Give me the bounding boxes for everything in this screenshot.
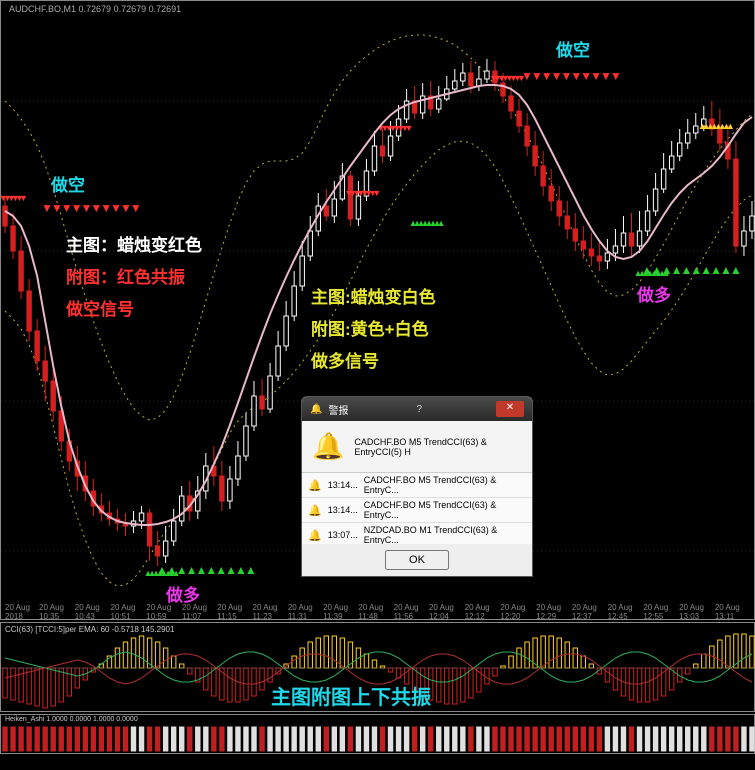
xaxis-tick: 20 Aug 11:31: [288, 603, 323, 617]
indicator-2[interactable]: Heiken_Ashi 1.0000 0.0000 1.0000 0.0000: [0, 714, 755, 754]
ind1-text: 主图附图上下共振: [271, 681, 431, 710]
alert-msg: CADCHF.BO M5 TrendCCI(63) & EntryC...: [364, 475, 526, 495]
up-arrows-1: ▲▲▲▲▲▲▲▲▲▲: [156, 563, 255, 577]
xaxis-tick: 20 Aug 12:37: [572, 603, 608, 617]
bell-icon: 🔔: [308, 504, 322, 517]
down-arrows-2: ▼▼▼▼▼▼▼▼▼▼: [521, 69, 620, 83]
alert-time: 13:14...: [328, 505, 358, 515]
bell-icon: 🔔: [308, 529, 322, 542]
sub-yw-text: 附图:黄色+白色: [311, 315, 429, 340]
xaxis-tick: 20 Aug 11:56: [394, 603, 429, 617]
main-chart[interactable]: AUDCHF.BO,M1 0.72679 0.72679 0.72691 ▼▼▼…: [0, 0, 755, 620]
main-white-text: 主图:蜡烛变白色: [311, 283, 436, 308]
long-label-2: 做多: [637, 281, 671, 306]
down-arrows-1: ▼▼▼▼▼▼▼▼▼▼: [41, 201, 140, 215]
alert-main-msg: CADCHF.BO M5 TrendCCI(63) & EntryCCI(5) …: [354, 437, 522, 457]
symbol-label: AUDCHF.BO,M1: [9, 4, 76, 14]
xaxis-tick: 20 Aug 11:48: [358, 603, 393, 617]
alert-row[interactable]: 🔔 13:14... CADCHF.BO M5 TrendCCI(63) & Ent…: [302, 498, 532, 523]
xaxis-tick: 20 Aug 11:15: [217, 603, 252, 617]
indicator-1[interactable]: CCI(63) [TCCI:5]per EMA: 60 -0.5718 145.…: [0, 622, 755, 712]
sig-long-text: 做多信号: [311, 347, 379, 372]
xaxis-tick: 20 Aug 10:35: [39, 603, 75, 617]
chart-header: AUDCHF.BO,M1 0.72679 0.72679 0.72691: [9, 4, 181, 14]
alert-time: 13:14...: [328, 480, 358, 490]
close-button[interactable]: ✕: [496, 401, 524, 417]
alert-dialog[interactable]: 🔔 警报 ? ✕ 🔔 CADCHF.BO M5 TrendCCI(63) & E…: [301, 396, 533, 577]
ohlc-label: 0.72679 0.72679 0.72691: [79, 4, 182, 14]
xaxis-tick: 20 Aug 13:03: [679, 603, 715, 617]
xaxis-tick: 20 Aug 13:11: [715, 603, 750, 617]
alert-titlebar[interactable]: 🔔 警报 ? ✕: [302, 397, 532, 421]
xaxis-tick: 20 Aug 12:12: [465, 603, 501, 617]
xaxis-tick: 20 Aug 11:39: [323, 603, 358, 617]
alert-list[interactable]: 🔔 13:14... CADCHF.BO M5 TrendCCI(63) & Ent…: [302, 472, 532, 544]
xaxis-tick: 20 Aug 11:23: [253, 603, 288, 617]
xaxis-tick: 20 Aug 2018: [5, 603, 39, 617]
bell-big-icon: 🔔: [312, 431, 344, 462]
bell-icon: 🔔: [310, 404, 322, 415]
main-red-text: 主图：蜡烛变红色: [66, 231, 202, 256]
short-label-2: 做空: [556, 36, 590, 61]
ind2-label: Heiken_Ashi 1.0000 0.0000 1.0000 0.0000: [5, 716, 138, 723]
xaxis-tick: 20 Aug 10:51: [111, 603, 147, 617]
xaxis-tick: 20 Aug 12:04: [429, 603, 465, 617]
short-label-1: 做空: [51, 171, 85, 196]
alert-body: 🔔 CADCHF.BO M5 TrendCCI(63) & EntryCCI(5…: [302, 421, 532, 472]
alert-title-text: 警报: [328, 402, 348, 417]
xaxis-tick: 20 Aug 12:55: [643, 603, 679, 617]
sig-short-text: 做空信号: [66, 295, 134, 320]
xaxis-tick: 20 Aug 12:45: [608, 603, 644, 617]
xaxis-tick: 20 Aug 12:20: [500, 603, 536, 617]
alert-row[interactable]: 🔔 13:14... CADCHF.BO M5 TrendCCI(63) & Ent…: [302, 473, 532, 498]
long-label-1: 做多: [166, 581, 200, 606]
help-icon[interactable]: ?: [416, 404, 422, 415]
ind1-label: CCI(63) [TCCI:5]per EMA: 60 -0.5718 145.…: [5, 625, 174, 634]
alert-msg: NZDCAD.BO M1 TrendCCI(63) & EntryC...: [364, 525, 526, 544]
sub-red-text: 附图：红色共振: [66, 263, 185, 288]
alert-msg: CADCHF.BO M5 TrendCCI(63) & EntryC...: [364, 500, 526, 520]
alert-time: 13:07...: [328, 530, 358, 540]
xaxis-tick: 20 Aug 12:29: [536, 603, 572, 617]
xaxis-tick: 20 Aug 10:43: [75, 603, 111, 617]
up-arrows-2: ▲▲▲▲▲▲▲▲▲▲: [641, 263, 740, 277]
bell-icon: 🔔: [308, 479, 322, 492]
ok-button[interactable]: OK: [385, 550, 449, 570]
x-axis: 20 Aug 201820 Aug 10:3520 Aug 10:4320 Au…: [1, 603, 754, 617]
alert-row[interactable]: 🔔 13:07... NZDCAD.BO M1 TrendCCI(63) & Ent…: [302, 523, 532, 544]
